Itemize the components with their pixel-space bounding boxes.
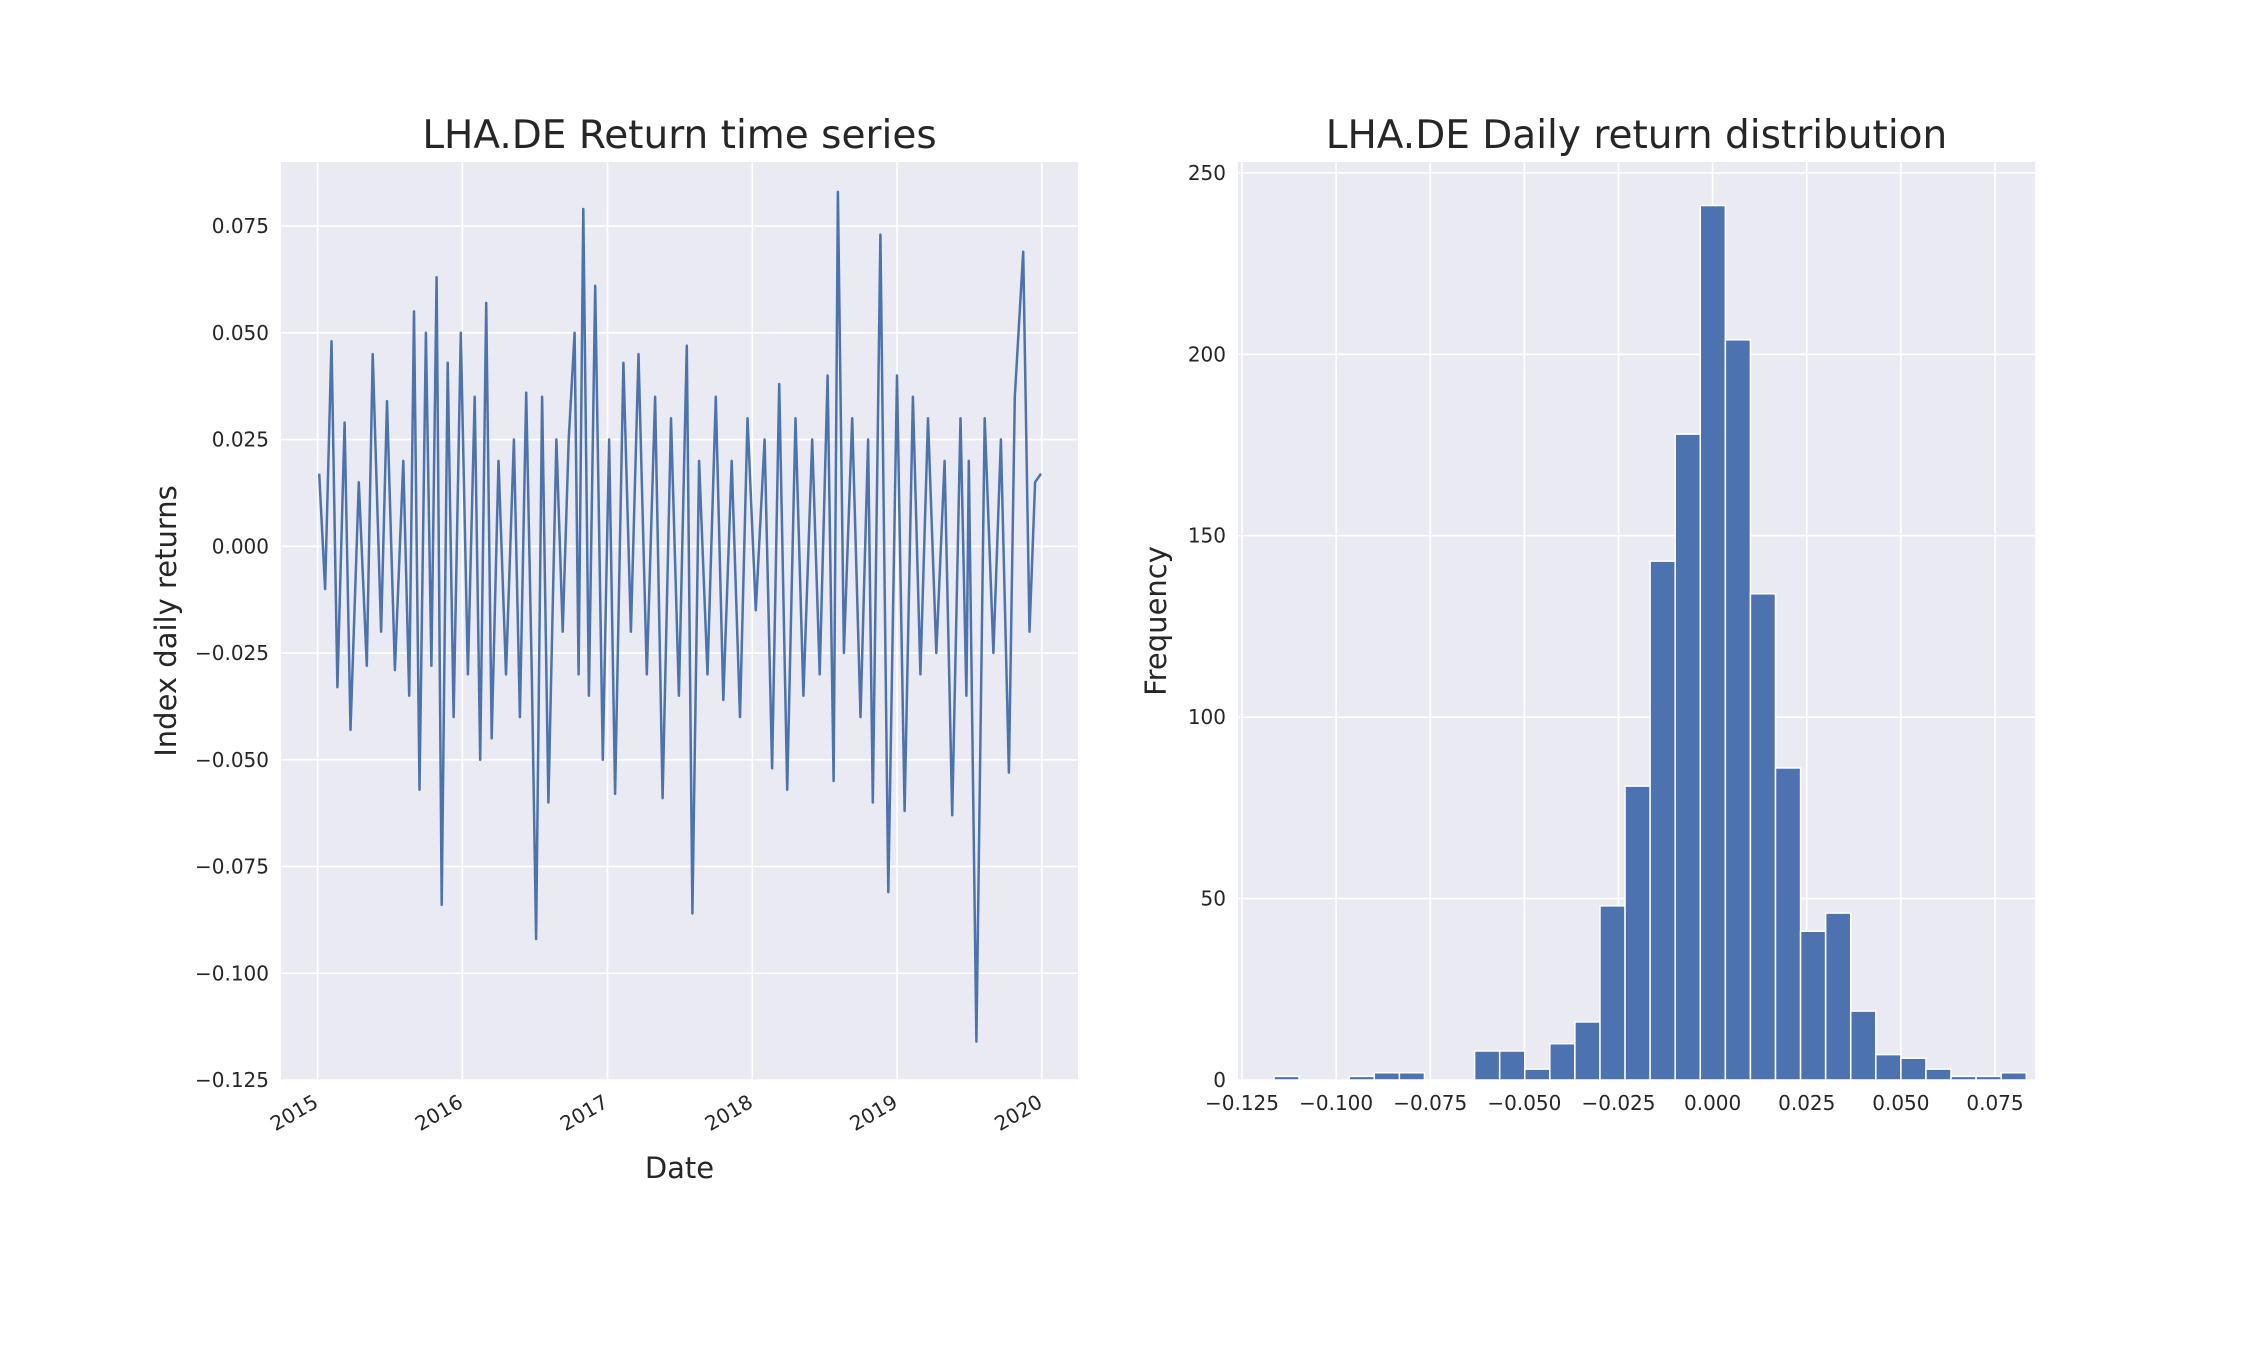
x-tick-label: 0.025: [1778, 1091, 1835, 1115]
histogram-bar: [1824, 912, 1852, 1081]
histogram-bar: [1849, 1010, 1877, 1081]
x-tick-label: −0.050: [1487, 1091, 1561, 1115]
histogram-y-axis-label: Frequency: [1139, 546, 1173, 696]
x-tick-label: 0.075: [1966, 1091, 2023, 1115]
histogram-bar: [1524, 1068, 1551, 1081]
y-tick-label: 0.075: [212, 214, 269, 238]
histogram-bars: [1273, 204, 2027, 1081]
x-tick-label: −0.100: [1299, 1091, 1373, 1115]
histogram-bar: [1574, 1021, 1601, 1081]
histogram-bar: [1950, 1075, 1977, 1081]
histogram-bar: [1348, 1075, 1376, 1081]
x-tick-label: −0.125: [1205, 1091, 1279, 1115]
y-tick-label: 250: [1188, 161, 1226, 185]
y-tick-label: 0.000: [212, 534, 269, 558]
y-tick-label: 0.050: [212, 321, 269, 345]
y-tick-label: −0.125: [195, 1068, 269, 1092]
histogram-bar: [1724, 339, 1752, 1081]
x-tick-label: −0.075: [1393, 1091, 1467, 1115]
time-series-title: LHA.DE Return time series: [422, 113, 936, 158]
x-tick-label: 0.050: [1872, 1091, 1929, 1115]
y-tick-label: −0.050: [195, 748, 269, 772]
histogram-bar: [1699, 204, 1727, 1081]
histogram-y-ticks: 0 50 100 150 200 250: [1188, 161, 1226, 1092]
histogram-bar: [1498, 1050, 1526, 1081]
histogram-bar: [1549, 1042, 1576, 1081]
y-tick-label: 100: [1188, 705, 1226, 729]
histogram-bar: [2000, 1071, 2027, 1081]
histogram-bar: [1900, 1057, 1927, 1081]
histogram-bar: [1674, 433, 1702, 1081]
histogram-x-ticks: −0.125 −0.100 −0.075 −0.050 −0.025 0.000 0.025…: [1205, 1091, 2024, 1115]
histogram-bar: [1273, 1075, 1300, 1081]
histogram-bar: [1749, 593, 1777, 1081]
y-tick-label: −0.025: [195, 641, 269, 665]
histogram-bar: [1398, 1071, 1426, 1081]
x-tick-label: −0.025: [1581, 1091, 1655, 1115]
y-tick-label: −0.100: [195, 961, 269, 985]
y-tick-label: 50: [1201, 887, 1226, 911]
y-tick-label: −0.075: [195, 855, 269, 879]
time-series-x-axis-label: Date: [645, 1151, 714, 1185]
return-series-line: [317, 190, 1043, 1043]
histogram-bar: [1975, 1075, 2002, 1081]
histogram-title: LHA.DE Daily return distribution: [1326, 113, 1948, 158]
histogram-bar: [1774, 767, 1802, 1081]
histogram-bar: [1925, 1068, 1952, 1081]
histogram-bar: [1624, 785, 1651, 1081]
y-tick-label: 0.025: [212, 428, 269, 452]
y-tick-label: 150: [1188, 524, 1226, 548]
histogram-bar: [1799, 930, 1827, 1081]
time-series-y-axis-label: Index daily returns: [149, 485, 183, 757]
time-series-y-ticks: 0.075 0.050 0.025 0.000 −0.025 −0.050 −0.075 −0…: [195, 214, 269, 1092]
return-time-series-panel: 2015 2016 2017 2018 2019 2020 0.0750.0500.025…: [149, 113, 1078, 1185]
y-tick-label: 0: [1213, 1068, 1226, 1092]
histogram-bar: [1473, 1050, 1501, 1081]
y-tick-label: 200: [1188, 342, 1226, 366]
histogram-bar: [1649, 560, 1676, 1081]
time-series-grid: [281, 162, 1078, 1081]
histogram-bar: [1599, 905, 1626, 1081]
x-tick-label: 0.000: [1684, 1091, 1741, 1115]
histogram-bar: [1373, 1071, 1401, 1081]
return-distribution-panel: −0.125 −0.100 −0.075 −0.050 −0.025 0.000 0.025…: [1139, 113, 2035, 1115]
histogram-bar: [1875, 1053, 1902, 1081]
